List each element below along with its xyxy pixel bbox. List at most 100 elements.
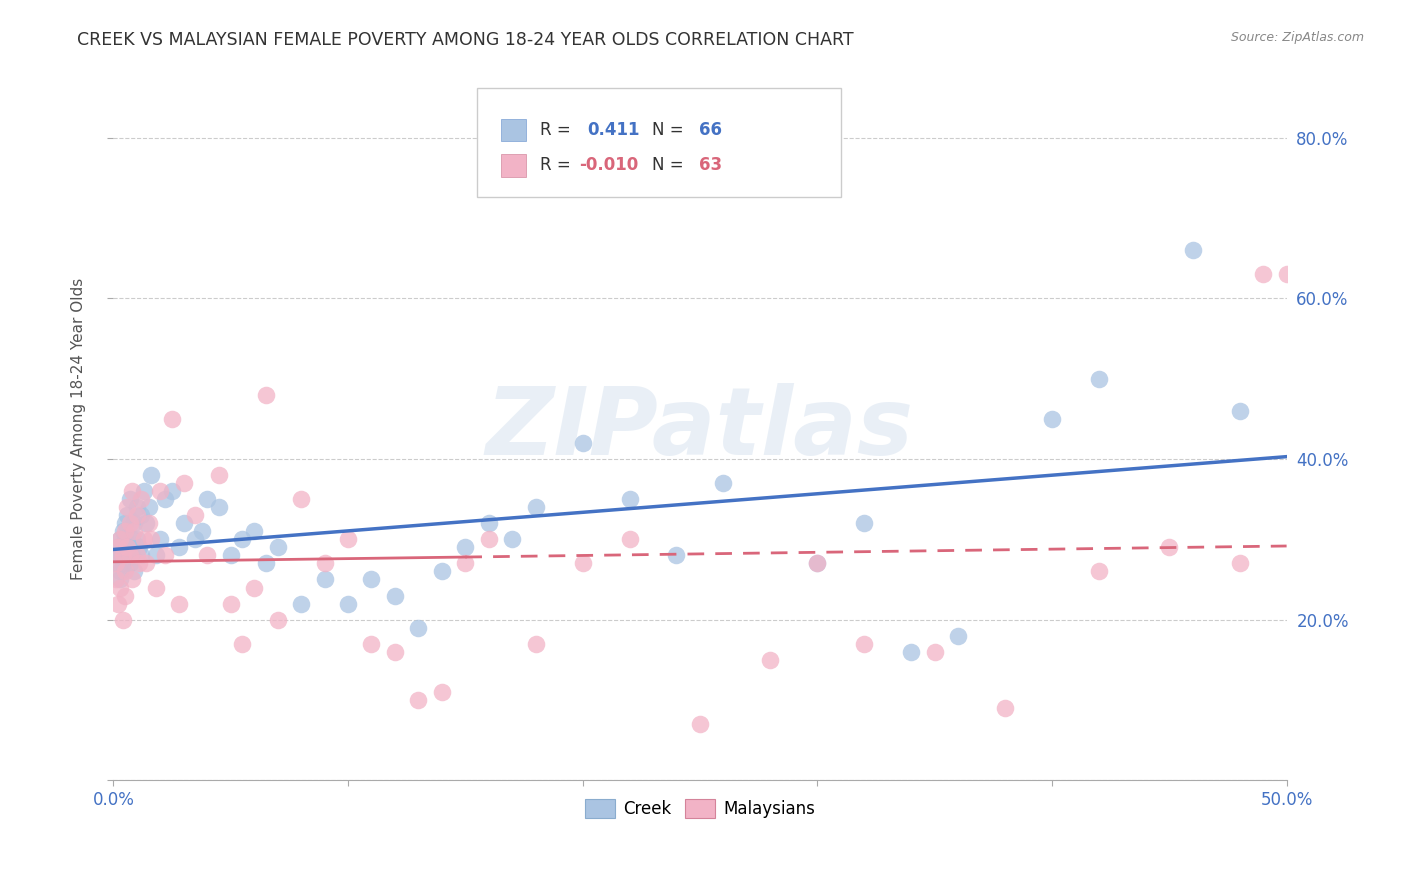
Text: CREEK VS MALAYSIAN FEMALE POVERTY AMONG 18-24 YEAR OLDS CORRELATION CHART: CREEK VS MALAYSIAN FEMALE POVERTY AMONG … [77, 31, 853, 49]
Point [104, 573, 127, 587]
Text: -0.010: -0.010 [579, 156, 638, 174]
Point [131, 492, 153, 507]
Point [689, 717, 711, 731]
Point [124, 565, 146, 579]
Point [1275, 267, 1298, 281]
Point [184, 508, 207, 523]
Point [314, 573, 336, 587]
Point [110, 533, 132, 547]
Point [219, 549, 242, 563]
Point [173, 516, 195, 531]
Point [806, 557, 828, 571]
Point [478, 533, 501, 547]
Point [454, 557, 477, 571]
Point [132, 533, 155, 547]
Point [128, 557, 150, 571]
Point [110, 565, 132, 579]
Point [806, 557, 828, 571]
Point [114, 589, 136, 603]
Point [114, 565, 136, 579]
Point [195, 549, 218, 563]
Point [132, 484, 155, 499]
Point [290, 597, 312, 611]
Point [124, 524, 146, 539]
Point [121, 533, 143, 547]
Point [1159, 541, 1181, 555]
Point [254, 557, 277, 571]
Point [713, 476, 735, 491]
Legend: Creek, Malaysians: Creek, Malaysians [578, 792, 821, 825]
Point [243, 524, 266, 539]
Point [946, 629, 969, 643]
Point [153, 549, 176, 563]
Text: 63: 63 [699, 156, 721, 174]
Point [430, 685, 453, 699]
Point [153, 492, 176, 507]
Point [145, 581, 167, 595]
Point [107, 541, 129, 555]
Point [118, 557, 141, 571]
Point [104, 557, 127, 571]
Point [1251, 267, 1274, 281]
Point [266, 613, 288, 627]
Point [853, 516, 876, 531]
Text: N =: N = [652, 121, 689, 139]
Point [111, 524, 134, 539]
Point [117, 508, 139, 523]
Y-axis label: Female Poverty Among 18-24 Year Olds: Female Poverty Among 18-24 Year Olds [72, 277, 86, 580]
Point [125, 508, 148, 523]
Point [1088, 565, 1111, 579]
Point [149, 484, 172, 499]
Point [336, 533, 359, 547]
Point [114, 524, 136, 539]
Point [107, 549, 129, 563]
Point [117, 541, 139, 555]
Point [408, 621, 430, 635]
Point [114, 549, 136, 563]
Point [139, 533, 162, 547]
Point [111, 613, 134, 627]
Point [173, 476, 195, 491]
Point [111, 557, 134, 571]
Point [135, 516, 157, 531]
Point [384, 645, 406, 659]
Point [243, 581, 266, 595]
Text: R =: R = [540, 121, 576, 139]
Point [125, 533, 148, 547]
Point [160, 412, 183, 426]
Point [118, 492, 141, 507]
Point [131, 549, 153, 563]
Point [191, 524, 214, 539]
Text: 66: 66 [699, 121, 721, 139]
Point [219, 597, 242, 611]
Text: R =: R = [540, 156, 576, 174]
Point [290, 492, 312, 507]
Point [139, 468, 162, 483]
Point [149, 533, 172, 547]
Point [254, 388, 277, 402]
Point [665, 549, 688, 563]
Point [430, 565, 453, 579]
Point [195, 492, 218, 507]
Point [111, 549, 134, 563]
Point [408, 693, 430, 707]
Point [138, 500, 160, 515]
Point [118, 549, 141, 563]
Point [114, 516, 136, 531]
FancyBboxPatch shape [477, 88, 841, 197]
Point [924, 645, 946, 659]
Point [384, 589, 406, 603]
Point [107, 541, 129, 555]
Point [208, 468, 231, 483]
Point [1040, 412, 1063, 426]
Point [131, 508, 153, 523]
Point [184, 533, 207, 547]
Point [994, 701, 1017, 715]
Point [117, 541, 139, 555]
Point [360, 573, 382, 587]
Point [619, 492, 641, 507]
Point [1088, 372, 1111, 386]
Point [853, 637, 876, 651]
Point [524, 500, 547, 515]
Point [107, 597, 129, 611]
